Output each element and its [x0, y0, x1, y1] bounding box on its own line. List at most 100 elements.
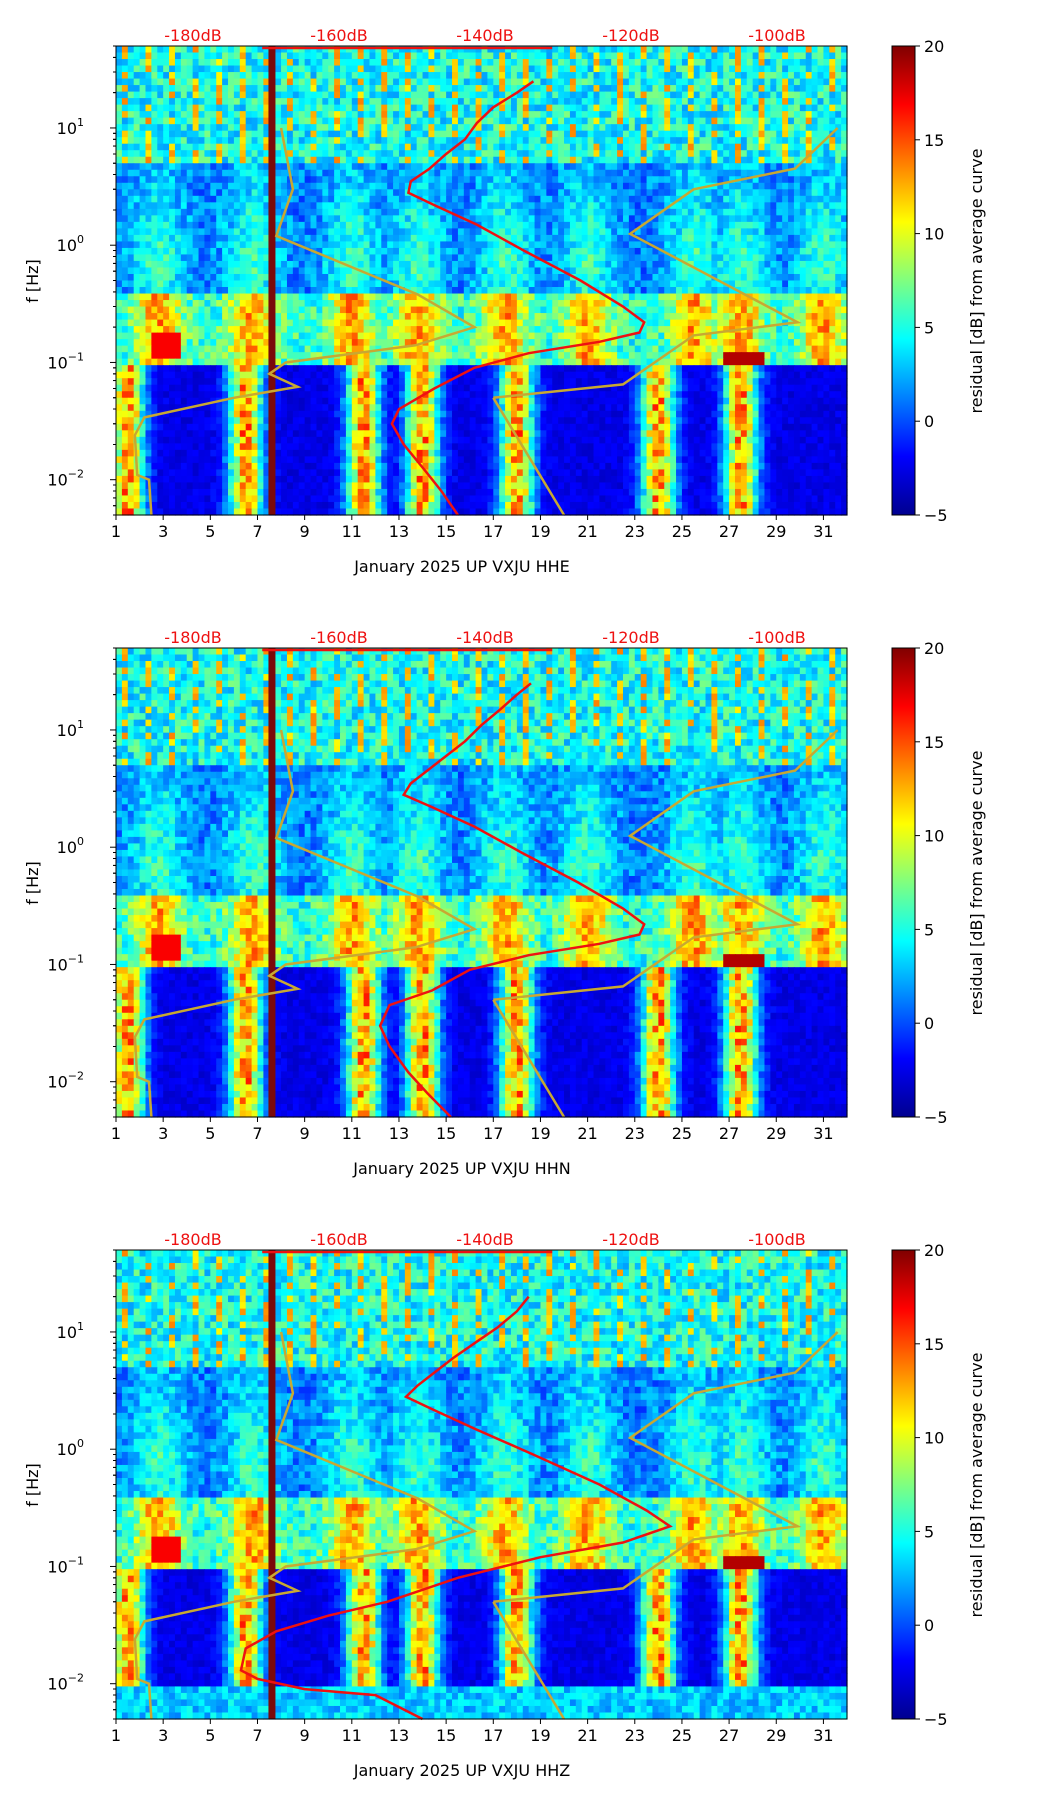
y-tick-label: 100	[57, 835, 84, 857]
db-scale-label: -180dB	[164, 26, 221, 45]
y-tick-label: 10−1	[47, 952, 84, 974]
y-tick-label: 101	[57, 718, 84, 740]
x-tick-label: 27	[719, 1124, 739, 1143]
panel-hhn: 1 3 5 7 9 11 13 15 17 19 21 23 25 27 29 31 10−210−11001…	[23, 628, 986, 1178]
x-tick-label: 5	[205, 522, 215, 541]
y-tick-label: 10−2	[47, 468, 84, 490]
x-tick-label: 7	[252, 1726, 262, 1745]
colorbar-label: residual [dB] from average curve	[967, 1353, 986, 1618]
x-tick-label: 19	[530, 1726, 550, 1745]
colorbar-tick-label: −5	[924, 506, 948, 525]
db-axis: -180dB -160dB -140dB -120dB -100dB	[164, 1230, 805, 1249]
db-scale-label: -120dB	[602, 26, 659, 45]
x-tick-label: 27	[719, 1726, 739, 1745]
x-tick-label: 25	[672, 1726, 692, 1745]
colorbar-tick-label: 5	[924, 318, 934, 337]
colorbar-label: residual [dB] from average curve	[967, 149, 986, 414]
colorbar	[892, 1250, 915, 1719]
colorbar-tick-label: −5	[924, 1710, 948, 1729]
y-tick-label: 10−2	[47, 1672, 84, 1694]
db-scale-label: -160dB	[310, 628, 367, 647]
x-tick-label: 1	[111, 522, 121, 541]
colorbar-tick-label: −5	[924, 1108, 948, 1127]
x-tick-label: 13	[389, 522, 409, 541]
colorbar-label: residual [dB] from average curve	[967, 751, 986, 1016]
panel-hhz: 1 3 5 7 9 11 13 15 17 19 21 23 25 27 29 31 10−210−11001…	[23, 1230, 986, 1780]
colorbar-tick-label: 5	[924, 920, 934, 939]
colorbar-tick-label: 20	[924, 1241, 944, 1260]
x-tick-label: 11	[342, 1726, 362, 1745]
db-scale-label: -140dB	[456, 628, 513, 647]
x-tick-label: 31	[813, 522, 833, 541]
y-tick-label: 101	[57, 116, 84, 138]
colorbar-tick-label: 10	[924, 827, 944, 846]
x-tick-label: 9	[300, 522, 310, 541]
colorbar-tick-label: 15	[924, 131, 944, 150]
colorbar	[892, 46, 915, 515]
colorbar	[892, 648, 915, 1117]
colorbar-tick-label: 15	[924, 733, 944, 752]
db-scale-label: -120dB	[602, 628, 659, 647]
x-tick-label: 25	[672, 1124, 692, 1143]
x-tick-label: 19	[530, 522, 550, 541]
colorbar-tick-label: 0	[924, 412, 934, 431]
db-scale-label: -140dB	[456, 1230, 513, 1249]
x-tick-label: 31	[813, 1124, 833, 1143]
spectrogram-heatmap	[116, 648, 848, 1118]
colorbar-ticks: 20 15 10 5 0 −5	[915, 1241, 948, 1729]
x-axis: 1 3 5 7 9 11 13 15 17 19 21 23 25 27 29 31	[111, 1117, 834, 1143]
colorbar-tick-label: 20	[924, 639, 944, 658]
x-tick-label: 21	[577, 1726, 597, 1745]
x-tick-label: 17	[483, 1726, 503, 1745]
x-axis: 1 3 5 7 9 11 13 15 17 19 21 23 25 27 29 31	[111, 515, 834, 541]
x-tick-label: 29	[766, 1124, 786, 1143]
x-tick-label: 17	[483, 1124, 503, 1143]
panel-hhe: 1 3 5 7 9 11 13 15 17 19 21 23 25 27 29 31 10−210−11001…	[23, 26, 986, 576]
colorbar-tick-label: 15	[924, 1335, 944, 1354]
colorbar-tick-label: 5	[924, 1522, 934, 1541]
spectrogram-heatmap	[116, 46, 848, 516]
colorbar-tick-label: 10	[924, 1429, 944, 1448]
x-tick-label: 27	[719, 522, 739, 541]
x-tick-label: 1	[111, 1726, 121, 1745]
x-tick-label: 13	[389, 1124, 409, 1143]
x-axis: 1 3 5 7 9 11 13 15 17 19 21 23 25 27 29 31	[111, 1719, 834, 1745]
x-tick-label: 17	[483, 522, 503, 541]
colorbar-tick-label: 10	[924, 225, 944, 244]
x-tick-label: 3	[158, 1726, 168, 1745]
db-axis: -180dB -160dB -140dB -120dB -100dB	[164, 26, 805, 45]
x-tick-label: 15	[436, 522, 456, 541]
x-tick-label: 1	[111, 1124, 121, 1143]
colorbar-tick-label: 0	[924, 1014, 934, 1033]
x-tick-label: 9	[300, 1726, 310, 1745]
x-tick-label: 3	[158, 522, 168, 541]
db-scale-label: -100dB	[748, 26, 805, 45]
x-tick-label: 23	[625, 522, 645, 541]
x-axis-label: January 2025 UP VXJU HHE	[353, 557, 570, 576]
db-scale-label: -140dB	[456, 26, 513, 45]
x-axis-label: January 2025 UP VXJU HHN	[352, 1159, 570, 1178]
colorbar-tick-label: 20	[924, 37, 944, 56]
x-tick-label: 23	[625, 1124, 645, 1143]
x-tick-label: 7	[252, 522, 262, 541]
x-tick-label: 5	[205, 1726, 215, 1745]
db-scale-label: -160dB	[310, 26, 367, 45]
colorbar-ticks: 20 15 10 5 0 −5	[915, 639, 948, 1127]
db-scale-label: -100dB	[748, 628, 805, 647]
x-tick-label: 11	[342, 1124, 362, 1143]
x-tick-label: 25	[672, 522, 692, 541]
y-tick-label: 10−1	[47, 1554, 84, 1576]
x-tick-label: 13	[389, 1726, 409, 1745]
x-tick-label: 29	[766, 1726, 786, 1745]
db-scale-label: -100dB	[748, 1230, 805, 1249]
colorbar-tick-label: 0	[924, 1616, 934, 1635]
x-tick-label: 3	[158, 1124, 168, 1143]
y-tick-label: 101	[57, 1320, 84, 1342]
x-tick-label: 15	[436, 1726, 456, 1745]
colorbar-ticks: 20 15 10 5 0 −5	[915, 37, 948, 525]
spectrogram-heatmap	[116, 1250, 848, 1720]
